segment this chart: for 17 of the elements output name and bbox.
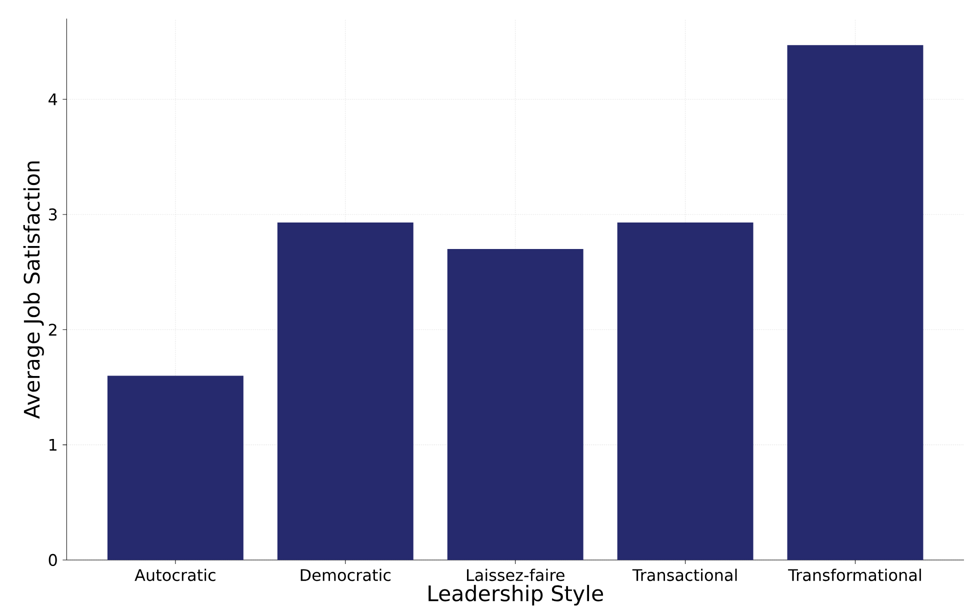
x-tick-label: Laissez-faire bbox=[467, 568, 564, 582]
x-tick-label: Democratic bbox=[300, 568, 391, 582]
bar bbox=[447, 249, 584, 560]
y-tick-label: 0 bbox=[48, 554, 57, 566]
x-tick-label: Transactional bbox=[632, 568, 737, 582]
bar bbox=[107, 376, 244, 560]
y-tick-label: 1 bbox=[50, 439, 56, 451]
x-tick-label: Transformational bbox=[788, 568, 921, 582]
y-axis-title: Average Job Satisfaction bbox=[23, 162, 44, 419]
bar bbox=[617, 222, 754, 560]
bar bbox=[787, 45, 924, 560]
y-tick-label: 3 bbox=[48, 208, 57, 221]
bar bbox=[277, 222, 414, 560]
x-tick-label: Autocratic bbox=[134, 568, 216, 582]
x-axis-title: Leadership Style bbox=[428, 585, 604, 606]
y-tick-label: 4 bbox=[48, 94, 58, 106]
y-tick-label: 2 bbox=[48, 324, 56, 336]
